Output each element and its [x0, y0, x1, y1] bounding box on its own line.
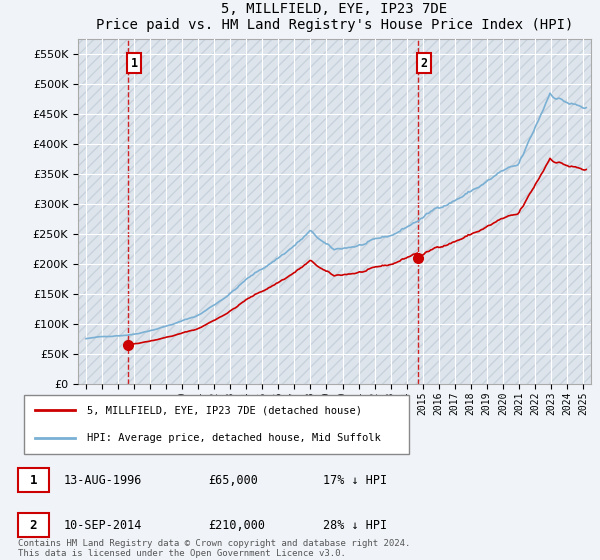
FancyBboxPatch shape	[18, 468, 49, 492]
Text: £210,000: £210,000	[208, 519, 265, 531]
Text: 1: 1	[131, 57, 138, 69]
Text: HPI: Average price, detached house, Mid Suffolk: HPI: Average price, detached house, Mid …	[87, 433, 380, 444]
Text: 10-SEP-2014: 10-SEP-2014	[64, 519, 142, 531]
Text: £65,000: £65,000	[208, 474, 258, 487]
Text: 1: 1	[29, 474, 37, 487]
Text: Contains HM Land Registry data © Crown copyright and database right 2024.
This d: Contains HM Land Registry data © Crown c…	[18, 539, 410, 558]
FancyBboxPatch shape	[23, 395, 409, 454]
Text: 2: 2	[421, 57, 428, 69]
Title: 5, MILLFIELD, EYE, IP23 7DE
Price paid vs. HM Land Registry's House Price Index : 5, MILLFIELD, EYE, IP23 7DE Price paid v…	[96, 2, 573, 32]
Text: 17% ↓ HPI: 17% ↓ HPI	[323, 474, 387, 487]
Text: 13-AUG-1996: 13-AUG-1996	[64, 474, 142, 487]
Text: 28% ↓ HPI: 28% ↓ HPI	[323, 519, 387, 531]
Text: 2: 2	[29, 519, 37, 531]
FancyBboxPatch shape	[18, 513, 49, 538]
Text: 5, MILLFIELD, EYE, IP23 7DE (detached house): 5, MILLFIELD, EYE, IP23 7DE (detached ho…	[87, 405, 362, 415]
